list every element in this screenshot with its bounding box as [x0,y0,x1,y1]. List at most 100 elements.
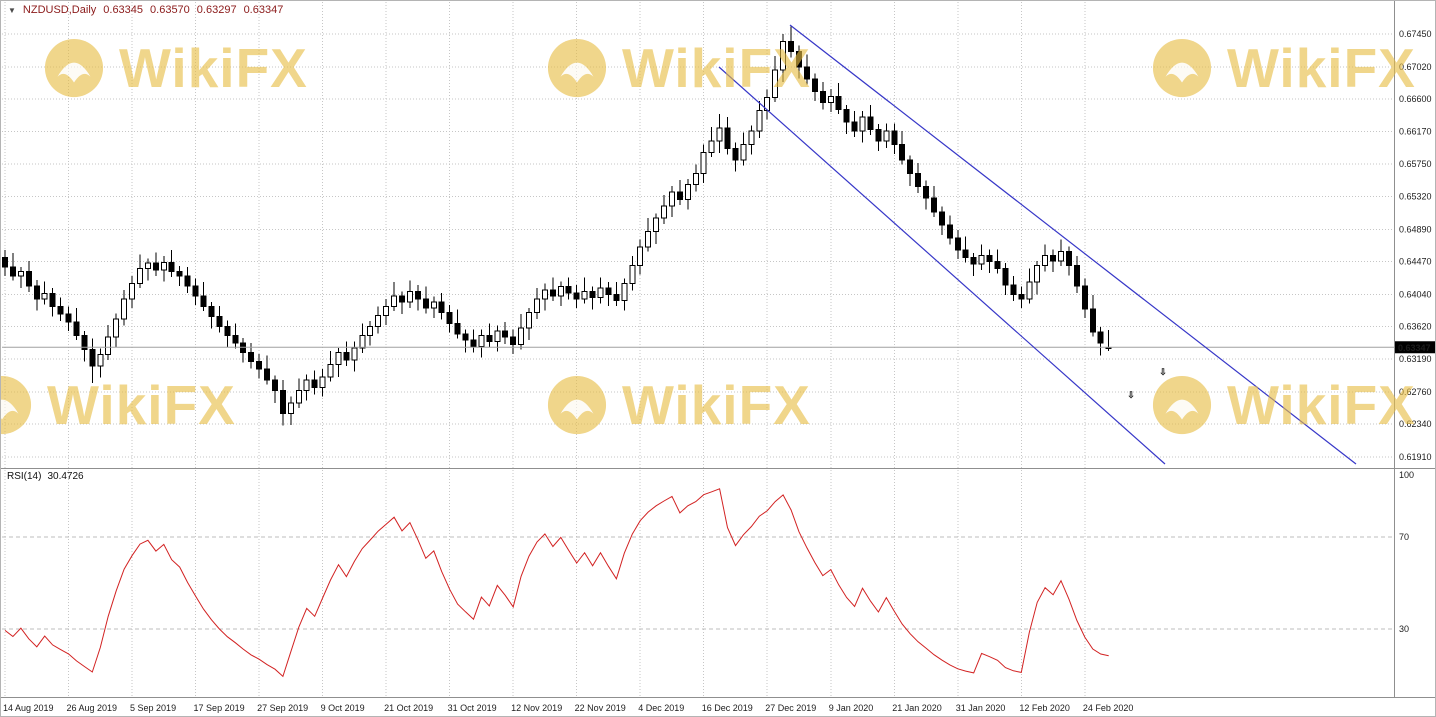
candle [923,180,930,210]
price-axis-label: 0.66600 [1399,94,1432,104]
candle [1010,276,1017,302]
candle [208,301,215,329]
price-axis-label: 0.63190 [1399,354,1432,364]
price-axis-label: 0.65320 [1399,192,1432,202]
grid-layer [2,2,1394,697]
candle [541,283,548,311]
candle [549,277,556,302]
rsi-value: 30.4726 [47,471,84,482]
candle [700,144,707,183]
rsi-indicator-label: RSI(14) 30.4726 [7,471,84,482]
candle [938,206,945,235]
candle [708,127,715,157]
candle [788,26,795,58]
candle [970,253,977,277]
sell-arrow-icon[interactable]: ⇩ [1127,390,1135,400]
candle [1050,249,1057,273]
candle [232,323,239,349]
candle [645,218,652,252]
svg-text:0.63347: 0.63347 [1398,343,1431,353]
price-axis-label: 0.62340 [1399,419,1432,429]
candle [57,297,64,322]
candle [200,282,207,312]
candle [907,155,914,186]
collapse-triangle-icon[interactable]: ▼ [8,5,16,15]
candle [73,308,80,341]
candle [589,286,596,310]
candle [533,288,540,319]
price-axis-label: 0.63620 [1399,321,1432,331]
candle [581,277,588,304]
date-axis-label: 22 Nov 2019 [575,703,626,713]
candle [287,396,294,425]
candle [978,244,985,270]
candle [351,341,358,372]
descending-trendline[interactable] [718,66,1166,465]
candle [49,288,56,317]
candle [661,195,668,225]
candle [113,313,120,348]
candle [772,56,779,102]
rsi-axis-label: 100 [1399,470,1414,480]
candle [271,375,278,403]
date-axis-label: 26 Aug 2019 [67,703,118,713]
candle [264,355,271,385]
candle [716,114,723,154]
candle [121,289,128,326]
candle [851,111,858,138]
sell-arrow-icon[interactable]: ⇩ [1159,367,1167,377]
candle [819,82,826,110]
candle [899,130,906,165]
candle [764,89,771,120]
candle [9,253,16,281]
candle [954,230,961,260]
date-axis-label: 12 Nov 2019 [511,703,562,713]
date-axis-label: 21 Jan 2020 [892,703,942,713]
candle [613,282,620,306]
candle [303,374,310,401]
date-axis-label: 16 Dec 2019 [702,703,753,713]
candles-layer [2,26,1112,426]
candle [756,101,763,138]
candle [835,82,842,115]
candle [875,124,882,151]
date-axis-label: 5 Sep 2019 [130,703,176,713]
candle [406,280,413,309]
candle [319,369,326,397]
candle [176,266,183,286]
rsi-line [4,488,1109,678]
candle [295,378,302,409]
candle [97,348,104,378]
candle [1065,246,1072,276]
candle [89,338,96,383]
candle [676,179,683,206]
candle [414,285,421,311]
candle [422,286,429,314]
rsi-axis-label: 70 [1399,532,1409,542]
candle [375,306,382,334]
candle [136,254,143,289]
candle [65,306,72,331]
candle [994,249,1001,274]
candle [184,266,191,293]
candle [192,278,199,306]
candle [486,323,493,348]
rsi-axis-label: 30 [1399,624,1409,634]
candle [843,105,850,135]
rsi-name: RSI(14) [7,471,42,482]
current-price-badge: 0.63347 [1394,341,1435,354]
descending-trendline[interactable] [789,24,1357,465]
candle [1058,239,1065,267]
candle [621,278,628,311]
quote-open-value: 0.63345 [103,4,144,16]
quote-close-value: 0.63347 [243,4,284,16]
candle [168,250,175,277]
candle [1097,327,1104,356]
candle [692,164,699,192]
date-axis-label: 12 Feb 2020 [1019,703,1070,713]
candle [986,249,993,273]
candle [105,324,112,361]
price-axis-label: 0.64040 [1399,289,1432,299]
